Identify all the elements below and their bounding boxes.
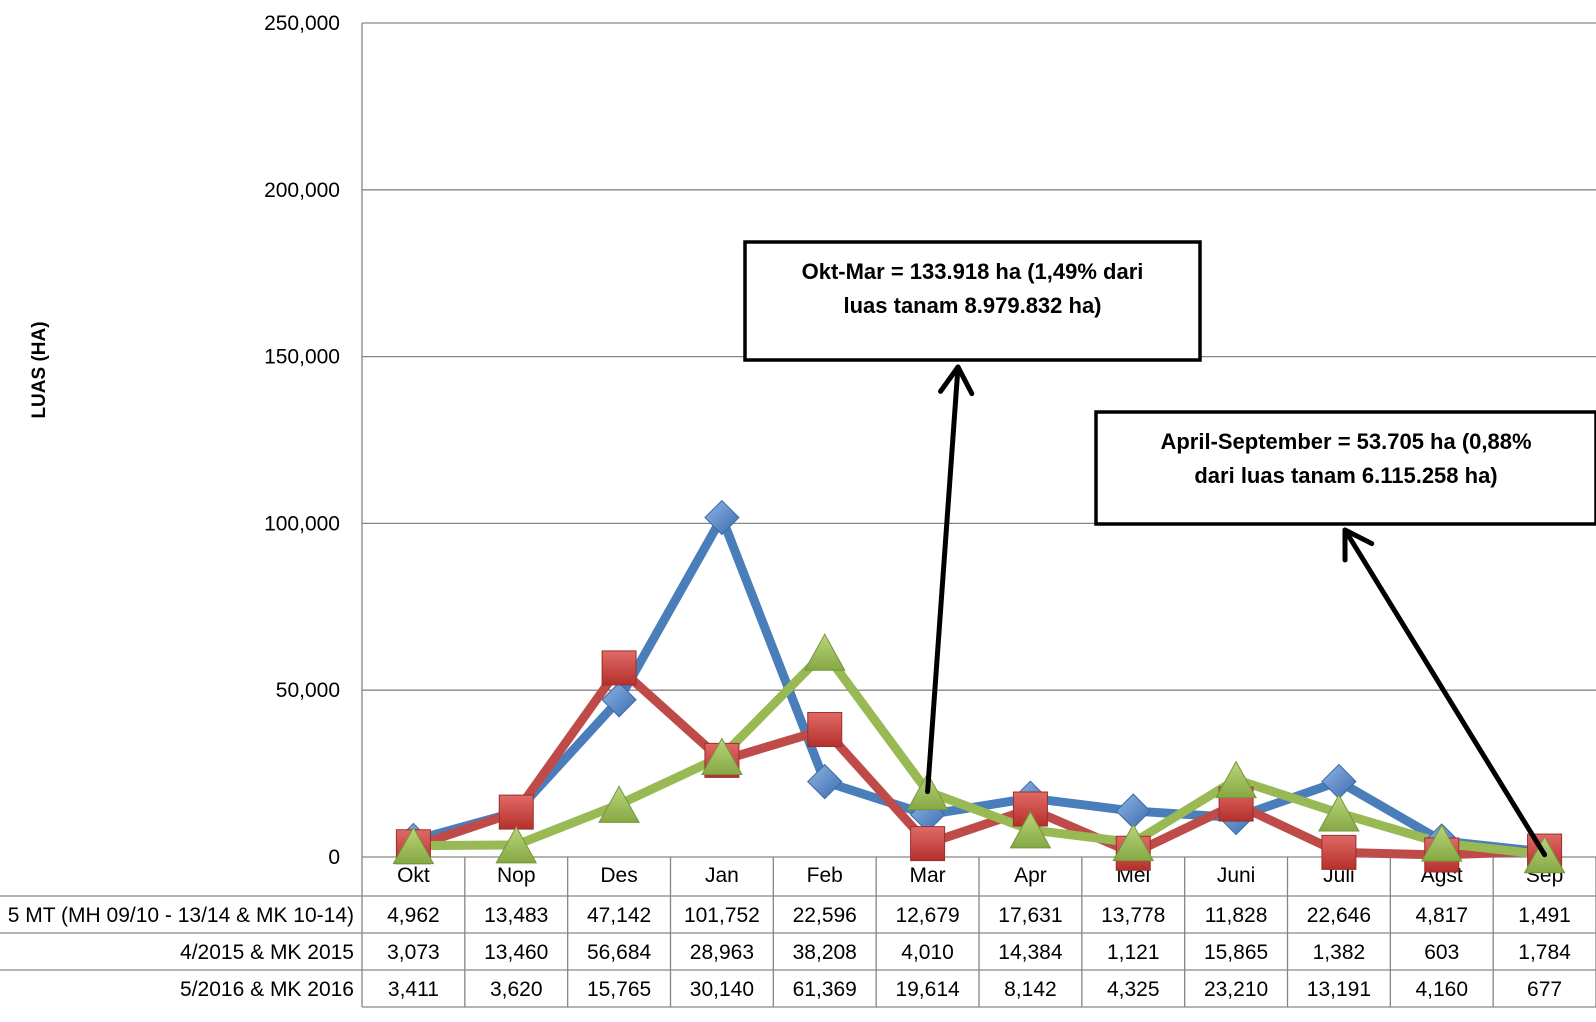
x-category-label: Jan	[705, 864, 739, 887]
arrowhead	[938, 364, 975, 397]
x-category-label: Apr	[1014, 864, 1047, 887]
x-category-label: Juni	[1217, 864, 1256, 887]
table-value-cell: 38,208	[793, 941, 857, 964]
y-tick-label: 100,000	[264, 512, 340, 535]
series-lines	[408, 513, 1550, 860]
y-tick-label: 0	[328, 846, 340, 869]
annotations: Okt-Mar = 133.918 ha (1,49% dari luas tan…	[743, 240, 1596, 858]
table-value-cell: 3,620	[490, 978, 543, 1001]
callout-arrow	[925, 364, 961, 795]
table-value-cell: 101,752	[684, 904, 760, 927]
marker-square	[498, 794, 534, 830]
table-value-cell: 13,191	[1307, 978, 1371, 1001]
x-category-label: Mar	[909, 864, 945, 887]
table-value-cell: 8,142	[1004, 978, 1057, 1001]
callout-text: Okt-Mar = 133.918 ha (1,49% dari	[802, 259, 1144, 284]
marker-square	[807, 712, 843, 748]
table-value-cell: 28,963	[690, 941, 754, 964]
table-value-cell: 17,631	[998, 904, 1062, 927]
series-line	[408, 647, 1550, 860]
series-name-label: 4/2015 & MK 2015	[180, 941, 354, 964]
x-category-label: Nop	[497, 864, 536, 887]
table-value-cell: 56,684	[587, 941, 652, 964]
table-value-cell: 30,140	[690, 978, 754, 1001]
marker-triangle	[1215, 760, 1257, 799]
table-value-cell: 22,596	[793, 904, 857, 927]
data-table: Okt Nop Des Jan Feb Mar Apr Mei Juni Juli Agst Sep5…	[0, 856, 1596, 1008]
table-value-cell: 4,817	[1415, 904, 1468, 927]
y-axis-label: LUAS (HA)	[29, 321, 50, 418]
marker-triangle	[1009, 810, 1052, 849]
table-value-cell: 603	[1424, 941, 1459, 964]
marker-diamond	[807, 763, 843, 800]
x-category-label: Des	[600, 864, 637, 887]
series-line	[408, 513, 1550, 857]
table-value-cell: 19,614	[895, 978, 960, 1001]
table-value-cell: 15,865	[1204, 941, 1268, 964]
table-value-cell: 1,382	[1313, 941, 1366, 964]
table-value-cell: 1,491	[1518, 904, 1571, 927]
x-category-label: Feb	[807, 864, 843, 887]
table-value-cell: 1,784	[1518, 941, 1571, 964]
table-value-cell: 1,121	[1107, 941, 1160, 964]
table-value-cell: 13,483	[484, 904, 548, 927]
table-value-cell: 3,411	[388, 978, 439, 1001]
callout-text: April-September = 53.705 ha (0,88%	[1160, 429, 1531, 454]
marker-triangle	[803, 633, 846, 671]
marker-diamond	[1115, 793, 1151, 829]
table-value-cell: 15,765	[587, 978, 651, 1001]
series-name-label: 5 MT (MH 09/10 - 13/14 & MK 10-14)	[8, 904, 354, 927]
marker-triangle	[1112, 823, 1155, 862]
table-value-cell: 14,384	[998, 941, 1063, 964]
table-value-cell: 677	[1527, 978, 1562, 1001]
marker-triangle	[1318, 793, 1360, 832]
table-value-cell: 12,679	[895, 904, 959, 927]
table-value-cell: 13,460	[484, 941, 548, 964]
table-value-cell: 11,828	[1205, 904, 1268, 927]
table-value-cell: 4,962	[387, 904, 440, 927]
table-value-cell: 23,210	[1204, 978, 1268, 1001]
table-value-cell: 3,073	[387, 941, 440, 964]
table-value-cell: 4,010	[901, 941, 954, 964]
marker-triangle	[1420, 824, 1463, 862]
table-value-cell: 13,778	[1101, 904, 1165, 927]
x-category-label: Okt	[397, 864, 430, 887]
marker-triangle	[598, 785, 640, 823]
callout-text: luas tanam 8.979.832 ha)	[843, 293, 1101, 318]
callout-box	[1094, 410, 1596, 526]
table-value-cell: 61,369	[793, 978, 857, 1001]
marker-square	[910, 826, 946, 862]
table-value-cell: 4,160	[1415, 978, 1468, 1001]
callout-text: dari luas tanam 6.115.258 ha)	[1194, 463, 1497, 488]
y-tick-label: 150,000	[264, 346, 340, 369]
marker-diamond	[704, 499, 740, 536]
marker-square	[1321, 834, 1357, 870]
arrowhead	[1342, 527, 1375, 563]
y-tick-label: 50,000	[276, 679, 340, 702]
series-markers	[392, 499, 1566, 874]
marker-triangle	[701, 737, 743, 775]
callout-box	[743, 240, 1202, 362]
marker-triangle	[392, 826, 435, 865]
table-value-cell: 22,646	[1307, 904, 1371, 927]
marker-diamond	[601, 682, 637, 718]
series-name-label: 5/2016 & MK 2016	[180, 978, 354, 1001]
y-tick-label: 250,000	[264, 12, 340, 35]
grid-lines: 0 50,000 100,000 150,000 200,000 250,000	[264, 12, 1596, 869]
table-value-cell: 47,142	[587, 904, 651, 927]
marker-square	[601, 650, 637, 686]
y-tick-label: 200,000	[264, 179, 340, 202]
table-value-cell: 4,325	[1107, 978, 1160, 1001]
marker-triangle	[495, 825, 538, 864]
callout-arrow	[1342, 527, 1548, 858]
